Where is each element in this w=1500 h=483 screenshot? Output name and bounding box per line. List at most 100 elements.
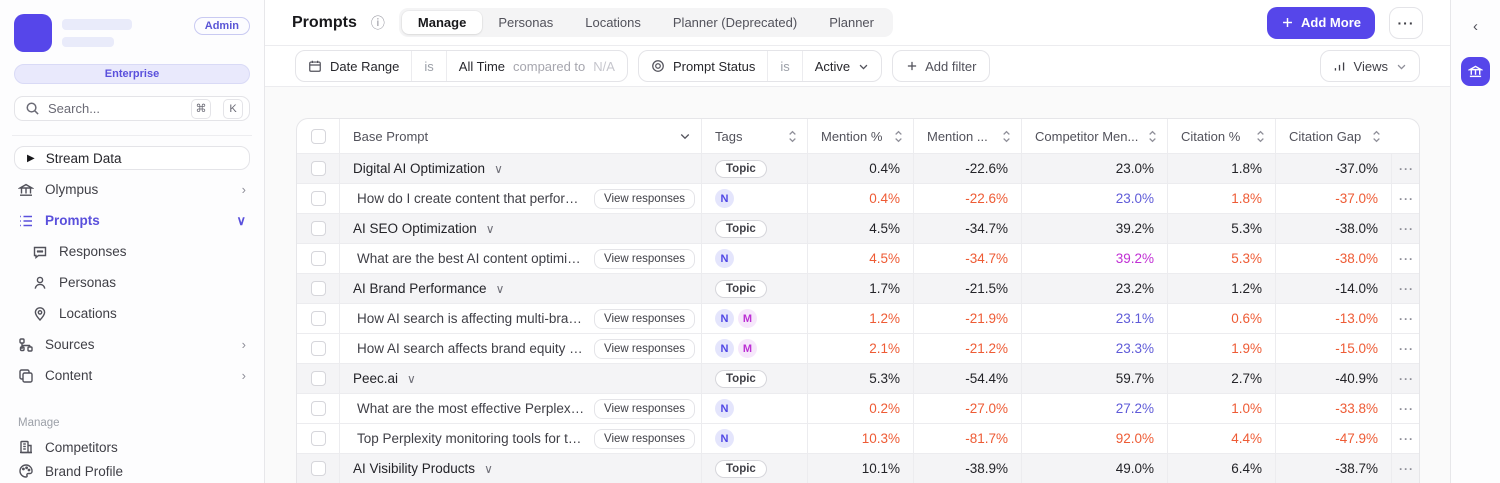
header-citation-gap[interactable]: Citation Gap — [1275, 119, 1391, 153]
row-checkbox[interactable] — [310, 461, 326, 476]
view-responses-button[interactable]: View responses — [594, 308, 695, 329]
row-checkbox[interactable] — [310, 371, 326, 386]
base-prompt-cell[interactable]: AI Visibility Products ∨ — [339, 453, 701, 483]
date-range-filter[interactable]: Date Range is All Time compared to N/A — [295, 50, 628, 82]
date-range-value[interactable]: All Time compared to N/A — [445, 51, 627, 81]
base-prompt-cell[interactable]: What are the best AI content optimizatio… — [339, 243, 701, 273]
chevron-down-icon[interactable]: ∨ — [484, 461, 493, 476]
sort-icon[interactable] — [1148, 130, 1157, 143]
sidebar-item-prompts[interactable]: Prompts ∨ — [14, 205, 250, 236]
row-menu-button[interactable]: ··· — [1399, 311, 1414, 326]
search-input[interactable]: Search... ⌘ K — [14, 96, 250, 122]
row-menu-button[interactable]: ··· — [1399, 221, 1414, 236]
table-row[interactable]: How do I create content that performs w.… — [297, 183, 1419, 213]
table-row[interactable]: AI Brand Performance ∨ Topic 1.7% -21.5% … — [297, 273, 1419, 303]
row-menu-button[interactable]: ··· — [1399, 281, 1414, 296]
workspace-logo[interactable] — [14, 14, 52, 52]
base-prompt-cell[interactable]: AI SEO Optimization ∨ — [339, 213, 701, 243]
table-row[interactable]: AI SEO Optimization ∨ Topic 4.5% -34.7% 3… — [297, 213, 1419, 243]
sort-icon[interactable] — [788, 130, 797, 143]
row-menu-button[interactable]: ··· — [1399, 191, 1414, 206]
chevron-down-icon[interactable] — [679, 130, 691, 142]
row-checkbox[interactable] — [310, 251, 326, 266]
sidebar-item-locations[interactable]: Locations — [14, 298, 250, 329]
base-prompt-cell[interactable]: How AI search is affecting multi-brand p… — [339, 303, 701, 333]
view-responses-button[interactable]: View responses — [594, 248, 695, 269]
view-responses-button[interactable]: View responses — [594, 188, 695, 209]
sort-icon[interactable] — [1372, 130, 1381, 143]
tab-personas[interactable]: Personas — [498, 15, 554, 30]
base-prompt-cell[interactable]: How AI search affects brand equity dyna.… — [339, 333, 701, 363]
tab-locations[interactable]: Locations — [585, 15, 641, 30]
sidebar-item-brand-profile[interactable]: Brand Profile — [14, 459, 250, 483]
table-row[interactable]: How AI search is affecting multi-brand p… — [297, 303, 1419, 333]
row-checkbox[interactable] — [310, 401, 326, 416]
more-options-button[interactable]: ··· — [1389, 6, 1423, 39]
row-checkbox[interactable] — [310, 161, 326, 176]
header-mention[interactable]: Mention % — [807, 119, 913, 153]
sidebar-item-competitors[interactable]: Competitors — [14, 435, 250, 459]
row-checkbox[interactable] — [310, 221, 326, 236]
tab-planner-deprecated[interactable]: Planner (Deprecated) — [672, 15, 798, 30]
olympus-app-button[interactable] — [1461, 57, 1490, 86]
add-filter-button[interactable]: Add filter — [892, 50, 991, 82]
base-prompt-cell[interactable]: How do I create content that performs w.… — [339, 183, 701, 213]
sort-icon[interactable] — [894, 130, 903, 143]
header-tags[interactable]: Tags — [701, 119, 807, 153]
chevron-down-icon[interactable]: ∨ — [494, 161, 503, 176]
info-icon[interactable]: ⓘ — [370, 14, 385, 31]
sidebar-item-olympus[interactable]: Olympus › — [14, 174, 250, 205]
row-checkbox[interactable] — [310, 191, 326, 206]
row-menu-button[interactable]: ··· — [1399, 401, 1414, 416]
collapse-panel-button[interactable]: ‹ — [1473, 18, 1478, 35]
row-menu-button[interactable]: ··· — [1399, 461, 1414, 476]
base-prompt-cell[interactable]: AI Brand Performance ∨ — [339, 273, 701, 303]
row-checkbox[interactable] — [310, 341, 326, 356]
header-citation[interactable]: Citation % — [1167, 119, 1275, 153]
base-prompt-cell[interactable]: Digital AI Optimization ∨ — [339, 153, 701, 183]
row-menu-button[interactable]: ··· — [1399, 371, 1414, 386]
date-range-name[interactable]: Date Range — [296, 51, 411, 81]
sidebar-item-sources[interactable]: Sources › — [14, 329, 250, 360]
sort-icon[interactable] — [1256, 130, 1265, 143]
table-row[interactable]: How AI search affects brand equity dyna.… — [297, 333, 1419, 363]
sort-icon[interactable] — [1002, 130, 1011, 143]
row-menu-button[interactable]: ··· — [1399, 251, 1414, 266]
prompt-status-filter[interactable]: Prompt Status is Active — [637, 50, 883, 82]
chevron-down-icon[interactable]: ∨ — [407, 371, 416, 386]
sidebar-item-content[interactable]: Content › — [14, 360, 250, 391]
select-all-checkbox[interactable] — [310, 128, 326, 144]
view-responses-button[interactable]: View responses — [594, 398, 695, 419]
sidebar-item-personas[interactable]: Personas — [14, 267, 250, 298]
row-menu-button[interactable]: ··· — [1399, 161, 1414, 176]
chevron-down-icon[interactable]: ∨ — [485, 221, 495, 236]
row-menu-button[interactable]: ··· — [1399, 431, 1414, 446]
table-row[interactable]: AI Visibility Products ∨ Topic 10.1% -38.… — [297, 453, 1419, 483]
header-mention-change[interactable]: Mention ... — [913, 119, 1021, 153]
table-row[interactable]: Peec.ai ∨ Topic 5.3% -54.4% 59.7% 2.7% -4… — [297, 363, 1419, 393]
header-base-prompt[interactable]: Base Prompt — [339, 119, 701, 153]
add-more-button[interactable]: Add More — [1267, 6, 1375, 39]
sidebar-item-stream-data[interactable]: ▶ Stream Data — [14, 145, 250, 171]
table-row[interactable]: What are the best AI content optimizatio… — [297, 243, 1419, 273]
row-menu-button[interactable]: ··· — [1399, 341, 1414, 356]
views-button[interactable]: Views — [1319, 50, 1420, 82]
base-prompt-cell[interactable]: Peec.ai ∨ — [339, 363, 701, 393]
prompt-status-value[interactable]: Active — [801, 51, 881, 81]
row-checkbox[interactable] — [310, 311, 326, 326]
row-checkbox[interactable] — [310, 431, 326, 446]
table-row[interactable]: Top Perplexity monitoring tools for trac… — [297, 423, 1419, 453]
sidebar-item-responses[interactable]: Responses — [14, 236, 250, 267]
tab-planner[interactable]: Planner — [829, 15, 874, 30]
table-row[interactable]: Digital AI Optimization ∨ Topic 0.4% -22.… — [297, 153, 1419, 183]
prompt-status-name[interactable]: Prompt Status — [639, 51, 767, 81]
tab-manage[interactable]: Manage — [401, 11, 483, 34]
row-checkbox[interactable] — [310, 281, 326, 296]
base-prompt-cell[interactable]: Top Perplexity monitoring tools for trac… — [339, 423, 701, 453]
view-responses-button[interactable]: View responses — [594, 428, 695, 449]
base-prompt-cell[interactable]: What are the most effective Perplexity v… — [339, 393, 701, 423]
table-row[interactable]: What are the most effective Perplexity v… — [297, 393, 1419, 423]
header-competitor-mention[interactable]: Competitor Men... — [1021, 119, 1167, 153]
chevron-down-icon[interactable]: ∨ — [495, 281, 505, 296]
view-responses-button[interactable]: View responses — [594, 338, 695, 359]
